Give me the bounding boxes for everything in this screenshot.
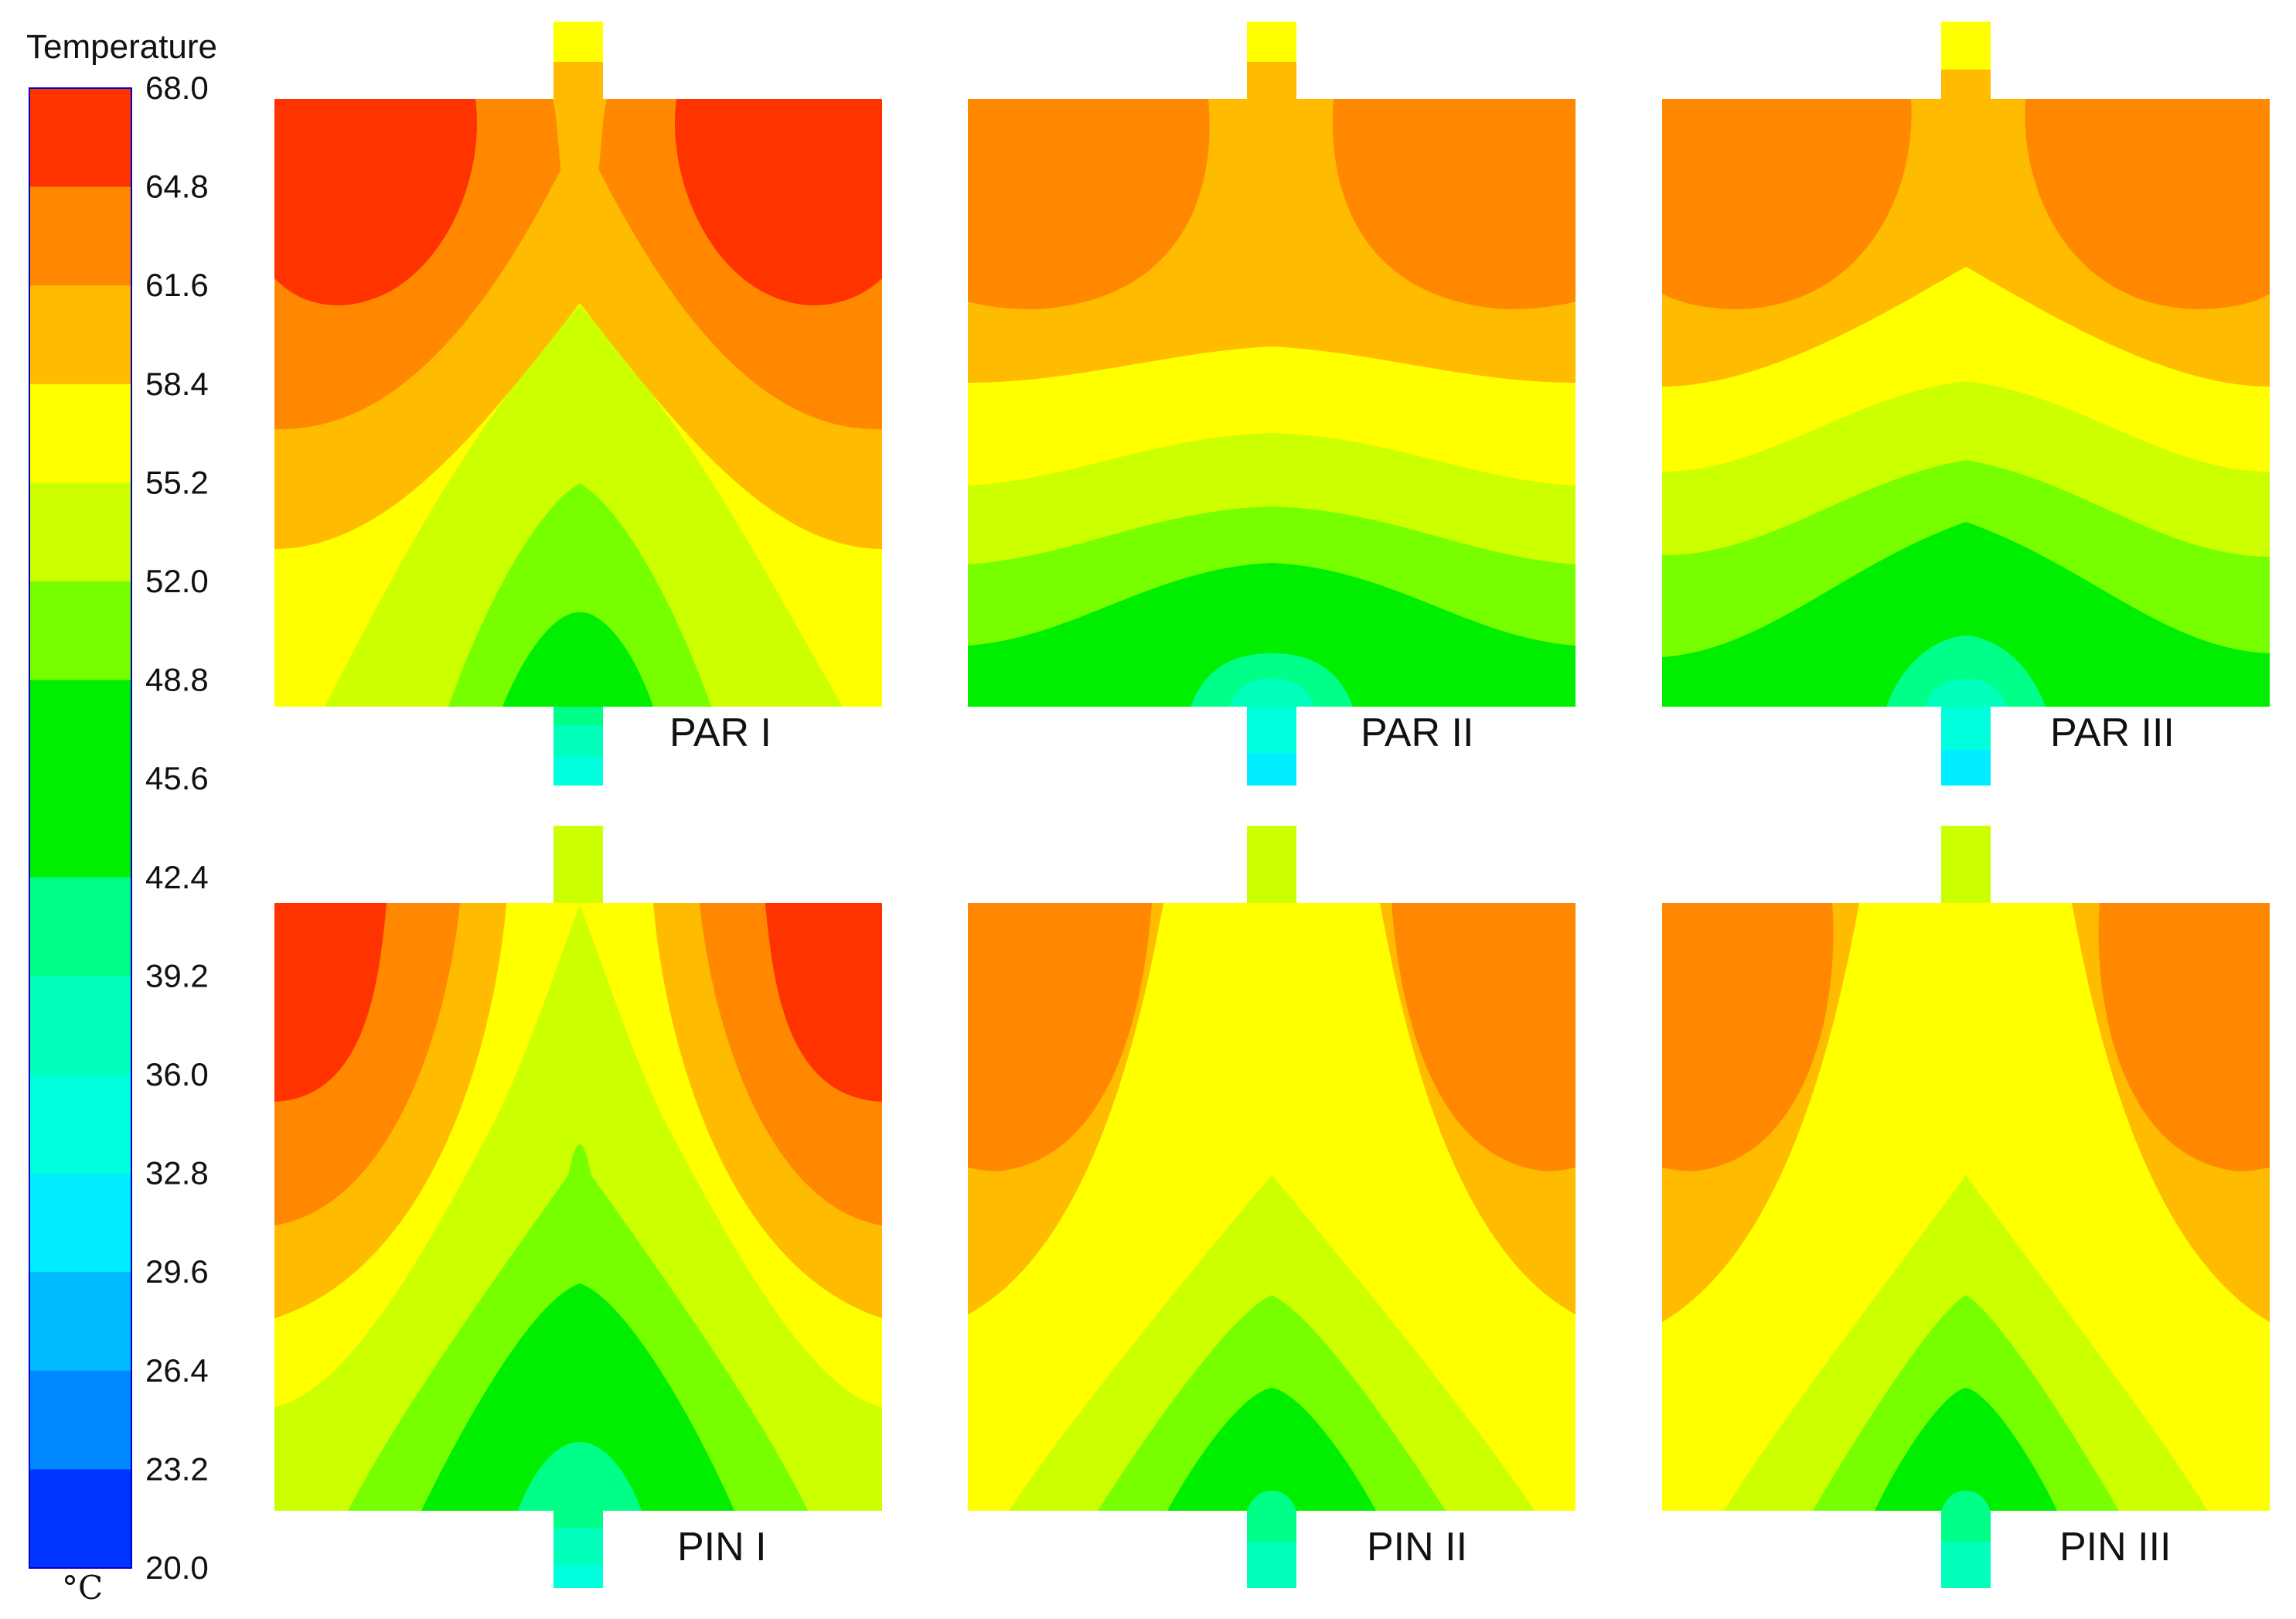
panel-par-2: PAR II <box>968 22 1576 786</box>
colorbar-tick-label: 42.4 <box>145 859 209 895</box>
colorbar-band <box>29 680 131 779</box>
colorbar-tick-label: 58.4 <box>145 366 209 402</box>
outlet-pipe <box>1247 22 1296 62</box>
colorbar-tick-label: 45.6 <box>145 760 209 796</box>
colorbar-band <box>29 1173 131 1273</box>
contour-band <box>1167 1388 1376 1511</box>
outlet-pipe <box>1247 62 1296 99</box>
colorbar-tick-label: 26.4 <box>145 1352 209 1389</box>
colorbar: Temperature 68.0 64.8 61.6 58.4 55.2 52.0 48.8… <box>26 28 217 1607</box>
colorbar-border <box>29 87 132 1569</box>
colorbar-tick-label: 32.8 <box>145 1155 209 1191</box>
contour-band <box>274 903 387 1102</box>
colorbar-band <box>29 1272 131 1372</box>
contour-band <box>1875 1388 2057 1511</box>
contour-band <box>674 99 882 305</box>
colorbar-tick-label: 20.0 <box>145 1549 209 1586</box>
panel-par-1: PAR I <box>274 22 882 786</box>
outlet-pipe <box>554 62 603 99</box>
inlet-pipe <box>1941 1511 1991 1542</box>
panel-pin-3: PIN III <box>1662 826 2270 1588</box>
inlet-pipe <box>554 725 603 756</box>
panel-title: PAR II <box>1361 711 1473 755</box>
contour-band <box>448 483 711 707</box>
contour-band <box>274 99 478 305</box>
colorbar-band <box>29 1370 131 1470</box>
inlet-pipe <box>1247 1511 1296 1542</box>
colorbar-band <box>29 1469 131 1569</box>
contour-band <box>502 612 653 707</box>
colorbar-band <box>29 482 131 582</box>
contour-band <box>1925 679 2007 707</box>
colorbar-band <box>29 383 131 483</box>
contour-band <box>1229 679 1314 707</box>
contour-band <box>968 99 1210 309</box>
colorbar-tick-label: 36.0 <box>145 1056 209 1092</box>
colorbar-tick-label: 64.8 <box>145 169 209 205</box>
colorbar-band <box>29 581 131 681</box>
outlet-pipe <box>1941 70 1991 99</box>
contour-band <box>2098 903 2270 1171</box>
colorbar-band <box>29 285 131 385</box>
outlet-pipe <box>554 826 603 903</box>
contour-band <box>968 903 1152 1171</box>
contour-band <box>1886 636 2046 707</box>
colorbar-band <box>29 976 131 1075</box>
inlet-pipe <box>554 1528 603 1565</box>
contour-band <box>421 1283 734 1511</box>
inlet-pipe <box>554 707 603 725</box>
contour-band <box>2025 99 2270 309</box>
colorbar-tick-label: 61.6 <box>145 267 209 303</box>
colorbar-band <box>29 779 131 878</box>
colorbar-title: Temperature <box>26 28 217 66</box>
colorbar-tick-label: 52.0 <box>145 563 209 599</box>
colorbar-tick-label: 39.2 <box>145 957 209 994</box>
outlet-pipe <box>1941 22 1991 70</box>
inlet-pipe <box>1941 1542 1991 1588</box>
panel-title: PAR I <box>669 711 772 755</box>
inlet-pipe <box>554 1511 603 1528</box>
colorbar-unit: °C <box>62 1569 103 1607</box>
inlet-pipe <box>1941 750 1991 786</box>
inlet-pipe <box>1247 1542 1296 1588</box>
inlet-pipe <box>1247 753 1296 786</box>
contour-band <box>765 903 882 1102</box>
panel-pin-1: PIN I <box>274 826 882 1588</box>
colorbar-tick-label: 48.8 <box>145 662 209 698</box>
contour-band <box>1941 1491 1991 1511</box>
panel-par-3: PAR III <box>1662 22 2270 786</box>
colorbar-band <box>29 186 131 286</box>
contour-band <box>1662 903 1834 1171</box>
colorbar-tick-labels: 68.0 64.8 61.6 58.4 55.2 52.0 48.8 45.6 42.4 39.2… <box>145 70 209 1586</box>
panel-title: PIN I <box>677 1525 767 1570</box>
outlet-pipe <box>1247 826 1296 903</box>
contour-band <box>1662 99 1912 309</box>
colorbar-band <box>29 1075 131 1174</box>
inlet-pipe <box>554 756 603 786</box>
outlet-pipe <box>1941 826 1991 903</box>
panel-title: PIN III <box>2059 1525 2171 1570</box>
inlet-pipe <box>1941 707 1991 750</box>
contour-band <box>553 99 607 230</box>
colorbar-tick-label: 23.2 <box>145 1450 209 1487</box>
colorbar-bands <box>29 88 131 1569</box>
colorbar-band <box>29 88 131 188</box>
contour-band <box>1392 903 1576 1171</box>
colorbar-tick-label: 68.0 <box>145 70 209 106</box>
panel-pin-2: PIN II <box>968 826 1576 1588</box>
contour-band <box>1332 99 1576 309</box>
outlet-pipe <box>554 22 603 62</box>
contour-band <box>1247 1491 1296 1511</box>
panel-title: PIN II <box>1367 1525 1467 1570</box>
inlet-pipe <box>554 1565 603 1588</box>
inlet-pipe <box>1247 707 1296 753</box>
colorbar-tick-label: 55.2 <box>145 464 209 500</box>
colorbar-tick-label: 29.6 <box>145 1253 209 1290</box>
colorbar-band <box>29 877 131 977</box>
panel-title: PAR III <box>2050 711 2175 755</box>
contour-band <box>518 1442 642 1511</box>
